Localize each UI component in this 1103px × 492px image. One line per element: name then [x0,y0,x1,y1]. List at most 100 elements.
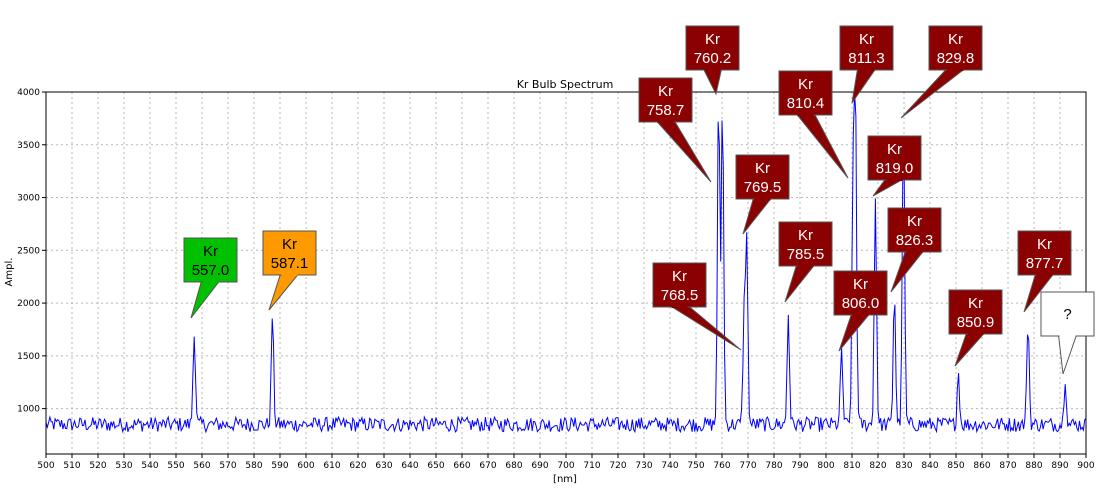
x-tick-label: 870 [999,461,1016,471]
x-tick-label: 900 [1077,461,1094,471]
axis-ticks: 500 510 520 530 540 550 560 570 580 590 600 610 620 6… [17,88,1095,471]
x-tick-label: 700 [557,461,574,471]
y-tick-label: 3000 [17,194,40,204]
callout-element-label: Kr [203,243,218,260]
callout-element-label: Kr [755,160,770,177]
callout-pointer [668,305,742,351]
callout-pointer [954,332,986,367]
callout-box [887,207,942,253]
callout-box [833,270,888,316]
callout-wavelength-label: 760.2 [694,50,732,67]
callout-element-label: Kr [887,141,902,158]
x-tick-label: 540 [141,461,158,471]
callout-wavelength-label: 806.0 [842,295,880,312]
x-tick-label: 630 [375,461,392,471]
callout-pointer [742,197,773,235]
x-tick-label: 680 [505,461,522,471]
callout-element-label: Kr [907,213,922,230]
peak-callout: Kr 810.4 [778,70,849,179]
peak-callout: Kr 877.7 [1017,230,1072,313]
x-tick-label: 690 [531,461,548,471]
x-tick-label: 600 [297,461,314,471]
callout-pointer [702,68,723,96]
x-tick-label: 660 [453,461,470,471]
x-tick-label: 720 [609,461,626,471]
callout-pointer [900,68,966,119]
y-tick-label: 2500 [17,246,40,256]
x-tick-label: 620 [349,461,366,471]
x-tick-label: 500 [37,461,54,471]
callout-element-label: Kr [798,227,813,244]
spectrum-line [45,91,1087,434]
callout-pointer [851,68,877,104]
peak-callout: Kr 760.2 [685,25,740,96]
x-tick-label: 670 [479,461,496,471]
callout-wavelength-label: 826.3 [896,232,934,249]
callout-box [735,154,790,200]
callout-pointer [838,313,871,352]
y-axis-title: Ampl. [4,258,15,287]
callout-box [262,230,317,276]
x-tick-label: 550 [167,461,184,471]
callout-wavelength-label: 819.0 [876,160,914,177]
callout-box [652,262,707,308]
peak-callout: ? [1040,291,1095,375]
x-tick-label: 530 [115,461,132,471]
callout-pointer [268,273,300,311]
x-tick-label: 740 [661,461,678,471]
peak-callout: Kr 785.5 [778,221,833,303]
x-tick-label: 650 [427,461,444,471]
x-tick-label: 640 [401,461,418,471]
chart-title: Kr Bulb Spectrum [517,78,614,91]
x-tick-label: 770 [739,461,756,471]
callout-wavelength-label: 850.9 [957,314,995,331]
callout-box [928,25,983,71]
callout-wavelength-label: 877.7 [1026,255,1064,272]
callout-element-label: Kr [798,76,813,93]
peak-callout: Kr 829.8 [900,25,983,119]
x-tick-label: 780 [765,461,782,471]
x-tick-label: 840 [921,461,938,471]
callout-box [685,25,740,71]
x-tick-label: 820 [869,461,886,471]
y-tick-label: 1500 [17,352,40,362]
callout-element-label: Kr [1037,236,1052,253]
y-tick-label: 1000 [17,405,40,415]
x-tick-label: 520 [89,461,106,471]
callout-box [183,237,238,283]
callout-wavelength-label: 769.5 [744,179,782,196]
callout-element-label: Kr [672,268,687,285]
peak-callout: Kr 768.5 [652,262,742,351]
callout-pointer [795,113,849,179]
x-tick-label: 830 [895,461,912,471]
x-tick-label: 590 [271,461,288,471]
x-tick-label: 810 [843,461,860,471]
callout-wavelength-label: 829.8 [937,50,975,67]
callout-pointer [190,280,221,319]
callout-box [1040,291,1095,337]
peak-callout: Kr 758.7 [638,77,712,183]
callout-box [867,135,922,181]
peak-callout: Kr 819.0 [867,135,922,197]
callout-unknown-label: ? [1063,306,1071,323]
peak-callout: Kr 850.9 [948,289,1003,367]
x-axis-title: [nm] [553,474,577,485]
peak-callout: Kr 557.0 [183,237,238,319]
plot-frame [45,91,1087,455]
series [45,91,1087,434]
peak-callout: Kr 769.5 [735,154,790,235]
x-tick-label: 790 [791,461,808,471]
callout-wavelength-label: 785.5 [787,246,825,263]
y-tick-label: 4000 [17,88,40,98]
x-tick-label: 580 [245,461,262,471]
callout-box [1017,230,1072,276]
x-tick-label: 560 [193,461,210,471]
callout-pointer [1057,334,1078,375]
callout-element-label: Kr [282,236,297,253]
x-tick-label: 860 [973,461,990,471]
x-tick-label: 750 [687,461,704,471]
peak-callout: Kr 587.1 [262,230,317,311]
x-tick-label: 890 [1051,461,1068,471]
callout-wavelength-label: 557.0 [192,262,230,279]
y-tick-label: 3500 [17,141,40,151]
